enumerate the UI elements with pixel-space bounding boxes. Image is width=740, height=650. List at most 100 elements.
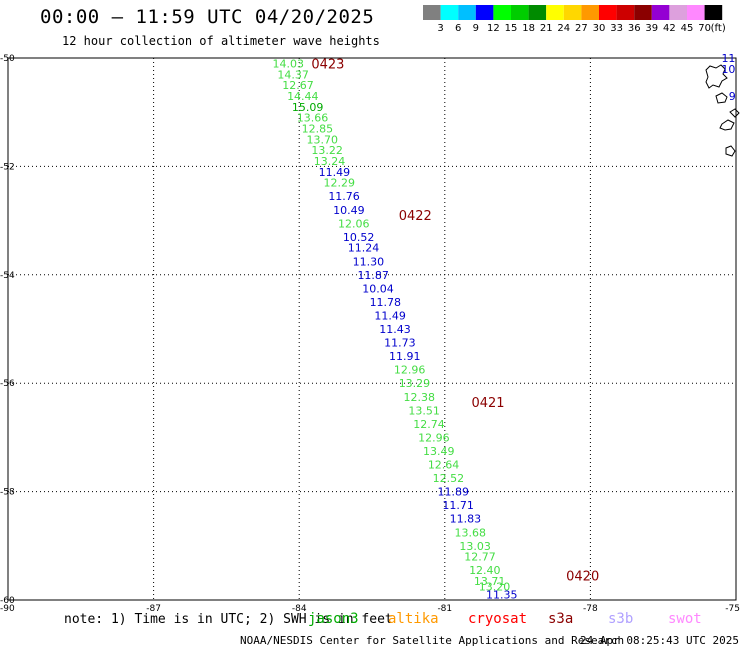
footer-note: note: 1) Time is in UTC; 2) SWH is in fe… — [64, 612, 393, 627]
wave-height-label: 13.29 — [399, 377, 431, 390]
wave-height-label: 12.29 — [323, 177, 355, 190]
wave-height-label: 11.71 — [442, 499, 474, 512]
wave-height-label: 13.51 — [408, 404, 440, 417]
wave-height-label: 10.49 — [333, 204, 365, 217]
coastline — [715, 92, 728, 104]
footer-timestamp: 24 Apr 08:25:43 UTC 2025 — [580, 634, 739, 647]
wave-height-label: 13.49 — [423, 445, 455, 458]
lon-tick-label: -87 — [146, 604, 161, 612]
footer-credit: NOAA/NESDIS Center for Satellite Applica… — [240, 634, 625, 647]
wave-height-label: 11.43 — [379, 323, 411, 336]
legend-swatch — [440, 5, 459, 20]
lon-tick-label: -90 — [0, 604, 15, 612]
wave-height-label: 10.04 — [362, 282, 394, 295]
legend-label: 27 — [575, 23, 588, 34]
wave-height-label: 12.06 — [338, 217, 370, 230]
page-subtitle: 12 hour collection of altimeter wave hei… — [62, 34, 380, 48]
wave-height-label: 13.66 — [297, 112, 329, 125]
wave-height-label: 11.69 — [721, 52, 740, 65]
wave-height-label: 11.83 — [450, 513, 482, 526]
legend-swatch — [528, 5, 547, 20]
legend-label: 30 — [593, 23, 606, 34]
legend-swatch — [599, 5, 617, 20]
wave-height-label: 11.73 — [384, 337, 416, 350]
wave-height-label: 11.91 — [389, 350, 421, 363]
legend-label: 42 — [663, 23, 676, 34]
legend-label: 39 — [645, 23, 658, 34]
page-title: 00:00 – 11:59 UTC 04/20/2025 — [40, 6, 375, 28]
satellite-label-cryosat: cryosat — [468, 611, 528, 627]
lat-tick-label: -58 — [0, 488, 15, 498]
day-label: 0421 — [471, 396, 504, 411]
wave-height-label: 11.76 — [328, 190, 360, 203]
satellite-legend: jason3 altika cryosat s3a s3b swot — [308, 611, 740, 629]
wave-height-label: 12.85 — [302, 122, 334, 135]
wave-height-label: 11.49 — [374, 309, 406, 322]
lon-tick-label: -75 — [725, 604, 740, 612]
wave-height-label: 15.09 — [292, 101, 324, 114]
lon-tick-label: -81 — [437, 604, 452, 612]
legend-label: 24 — [557, 23, 570, 34]
wave-height-label: 12.74 — [413, 418, 445, 431]
wave-height-label: 13.71 — [474, 575, 506, 588]
legend-label: 12 — [487, 23, 500, 34]
legend-label: 3 — [437, 23, 443, 34]
satellite-label-s3a: s3a — [548, 611, 574, 627]
satellite-label-jason3: jason3 — [308, 611, 359, 627]
wave-height-label: 11.89 — [438, 486, 470, 499]
legend-swatch — [687, 5, 705, 20]
wave-height-label: 11.24 — [348, 242, 380, 255]
day-label: 0420 — [566, 570, 599, 585]
legend-label: 45 — [681, 23, 694, 34]
wave-height-label: 11.78 — [370, 296, 402, 309]
coastline — [725, 145, 736, 157]
lat-tick-label: -52 — [0, 162, 15, 172]
coastline — [705, 64, 728, 89]
satellite-label-swot: swot — [668, 611, 702, 627]
legend-label: 21 — [540, 23, 553, 34]
satellite-label-altika: altika — [388, 611, 439, 627]
wave-height-label: 10.52 — [343, 231, 375, 244]
wave-height-label: 11.30 — [353, 255, 385, 268]
coastline — [719, 119, 735, 131]
legend-swatch — [475, 5, 494, 20]
lat-tick-label: -54 — [0, 271, 15, 281]
legend-swatch — [493, 5, 511, 20]
wave-height-label: 13.24 — [314, 155, 346, 168]
legend-swatch — [546, 5, 564, 20]
legend-swatch — [704, 5, 723, 20]
wave-height-label: 10.5 — [721, 63, 740, 76]
wave-height-label: 13.20 — [479, 580, 511, 593]
wave-height-label: 13.70 — [306, 133, 338, 146]
satellite-label-s3b: s3b — [608, 611, 634, 627]
lon-tick-label: -78 — [583, 604, 598, 612]
legend-swatch — [511, 5, 529, 20]
lat-tick-label: -50 — [0, 54, 15, 64]
day-label: 0423 — [311, 57, 344, 72]
legend-swatch — [669, 5, 687, 20]
wave-height-label: 14.44 — [287, 90, 319, 103]
legend-label: 15 — [505, 23, 518, 34]
wave-height-label: 12.38 — [404, 391, 436, 404]
legend-label: 36 — [628, 23, 641, 34]
wave-height-label: 12.67 — [282, 79, 314, 92]
legend-label: 33 — [610, 23, 623, 34]
legend-swatch — [651, 5, 670, 20]
wave-height-label: 14.37 — [277, 68, 309, 81]
legend-label: 9 — [473, 23, 479, 34]
wave-height-label: 12.64 — [428, 459, 460, 472]
day-label: 0422 — [399, 209, 432, 224]
wave-height-label: 12.96 — [418, 431, 450, 444]
lat-tick-label: -56 — [0, 379, 15, 389]
map-frame — [7, 57, 737, 601]
wave-height-label: 12.40 — [469, 564, 501, 577]
wave-height-label: 12.96 — [394, 364, 426, 377]
wave-height-label: 9.1 — [729, 90, 740, 103]
wave-height-label: 14.03 — [273, 57, 305, 70]
wave-height-label: 12.52 — [433, 472, 465, 485]
legend-label: 70 — [698, 23, 711, 34]
legend-swatch — [634, 5, 652, 20]
wave-height-map: -90 -87 -84 -81 -78 -75 -50 -52 -54 -56 -58 -60 14.0… — [0, 52, 740, 612]
legend-swatch — [423, 5, 441, 20]
wave-height-label: 11.87 — [357, 269, 389, 282]
